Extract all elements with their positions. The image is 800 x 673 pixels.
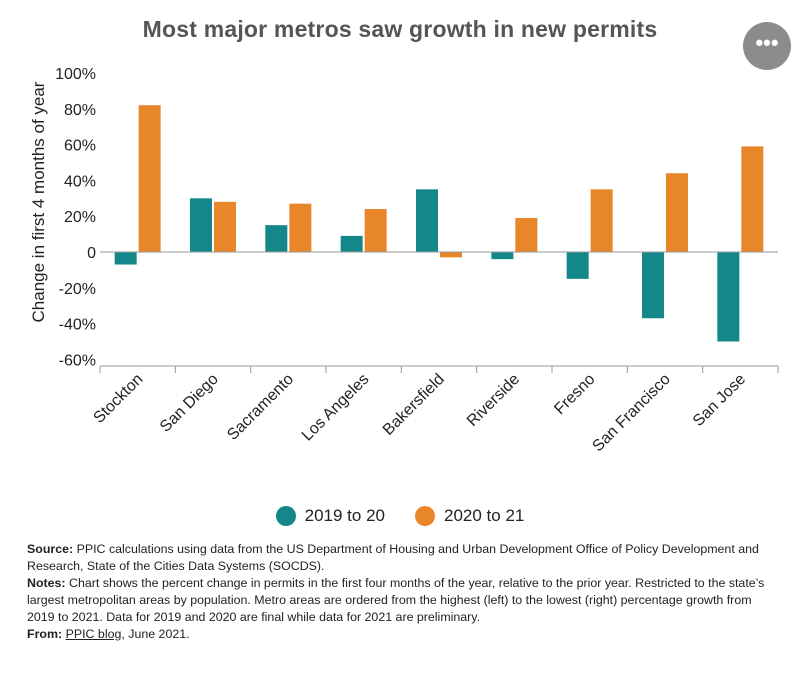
legend: 2019 to 20 2020 to 21 (0, 506, 800, 526)
bar-san-diego-2020-to-21 (214, 201, 236, 252)
bar-stockton-2020-to-21 (138, 105, 161, 252)
notes-text: Chart shows the percent change in permit… (27, 576, 765, 624)
x-tick-label: San Diego (157, 371, 222, 436)
y-tick-label: 0 (87, 245, 96, 262)
legend-item-2020-to-21: 2020 to 21 (415, 506, 524, 526)
chart-title: Most major metros saw growth in new perm… (142, 16, 658, 42)
bar-riverside-2020-to-21 (515, 217, 538, 252)
legend-swatch (275, 506, 296, 526)
x-tick-label: Los Angeles (299, 371, 373, 445)
from-suffix: , June 2021. (121, 627, 190, 641)
ppic-blog-link[interactable]: PPIC blog (65, 627, 122, 641)
bar-san-jose-2020-to-21 (741, 146, 764, 252)
bar-fresno-2020-to-21 (590, 189, 613, 252)
bar-san-francisco-2020-to-21 (666, 173, 688, 252)
bar-san-francisco-2019-to-20 (642, 252, 664, 319)
legend-item-2019-to-20: 2019 to 20 (275, 506, 385, 526)
y-axis-label-group: Change in first 4 months of year (29, 81, 48, 322)
from-label: From: (27, 627, 63, 641)
axis-lines (99, 251, 779, 373)
y-axis-label: Change in first 4 months of year (29, 81, 48, 322)
source-note: Source: PPIC calculations using data fro… (27, 541, 777, 575)
bar-bakersfield-2020-to-21 (440, 252, 462, 258)
source-text: PPIC calculations using data from the US… (27, 542, 759, 573)
y-tick-label: 60% (64, 138, 96, 155)
bars (114, 105, 764, 342)
y-axis-ticks: 100% 80% 60% 40% 20% 0 -20% -40% -60% (55, 66, 96, 369)
x-axis-ticks: Stockton San Diego Sacramento Los Angeles Ba… (90, 371, 749, 455)
y-tick-label: -60% (59, 352, 96, 369)
more-options-button[interactable]: ••• (743, 22, 791, 70)
x-tick-label: Riverside (464, 371, 523, 430)
chart-notes: Source: PPIC calculations using data fro… (27, 541, 777, 643)
notes-note: Notes: Chart shows the percent change in… (27, 575, 777, 626)
y-tick-label: 100% (55, 66, 96, 83)
x-tick-label: Bakersfield (380, 371, 448, 439)
source-label: Source: (27, 542, 74, 556)
legend-label: 2019 to 20 (304, 506, 385, 525)
bar-stockton-2019-to-20 (114, 252, 137, 265)
bar-fresno-2019-to-20 (566, 252, 589, 279)
y-tick-label: 80% (64, 102, 96, 119)
notes-label: Notes: (27, 576, 66, 590)
bar-los-angeles-2019-to-20 (340, 235, 363, 252)
y-tick-label: -40% (59, 317, 96, 334)
y-tick-label: -20% (59, 281, 96, 298)
bar-riverside-2019-to-20 (491, 252, 514, 260)
x-tick-label: Stockton (90, 371, 146, 427)
x-tick-label: San Francisco (589, 371, 673, 455)
x-tick-label: Fresno (551, 371, 598, 418)
bar-sacramento-2020-to-21 (289, 203, 312, 252)
bar-chart: Change in first 4 months of year 100% 80%… (29, 66, 779, 455)
legend-label: 2020 to 21 (444, 506, 525, 525)
legend-swatch (415, 506, 435, 526)
bar-san-diego-2019-to-20 (190, 198, 212, 252)
bar-los-angeles-2020-to-21 (364, 209, 387, 252)
from-note: From: PPIC blog, June 2021. (27, 626, 777, 643)
y-tick-label: 40% (64, 173, 96, 190)
x-tick-label: Sacramento (224, 371, 297, 444)
bar-bakersfield-2019-to-20 (416, 189, 438, 252)
x-tick-label: San Jose (690, 371, 749, 430)
bar-sacramento-2019-to-20 (265, 225, 288, 252)
bar-san-jose-2019-to-20 (717, 252, 740, 342)
y-tick-label: 20% (64, 209, 96, 226)
